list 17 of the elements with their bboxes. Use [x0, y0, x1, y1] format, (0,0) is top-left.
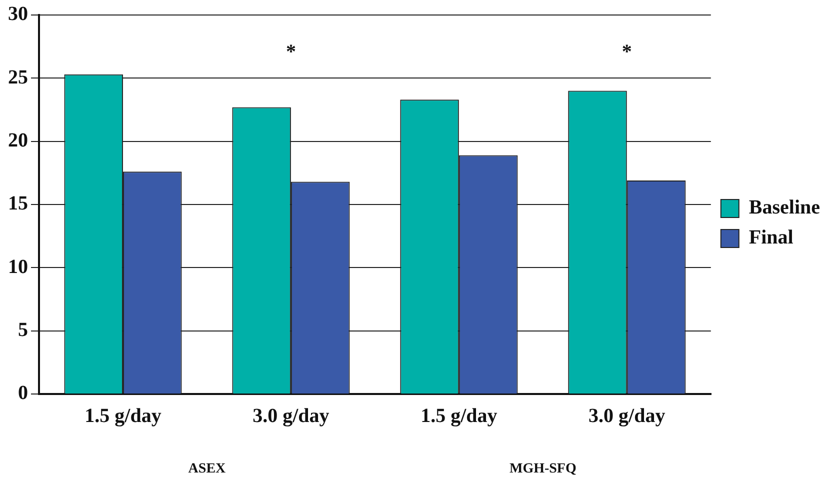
y-tick-label: 25 — [8, 66, 28, 88]
annotation: * — [622, 41, 632, 64]
y-tick-label: 0 — [18, 382, 28, 404]
y-tick-label: 20 — [8, 130, 28, 152]
legend-label: Final — [748, 226, 794, 249]
y-tick-label: 30 — [8, 3, 28, 26]
y-tick-label: 10 — [8, 256, 28, 278]
y-tick-label: 5 — [18, 319, 28, 342]
x-tick-label: 3.0 g/day — [588, 405, 666, 428]
text: MGH-SFQ — [509, 462, 576, 477]
y-tick-label: 15 — [8, 192, 28, 215]
x-tick-label: 1.5 g/day — [420, 405, 498, 428]
text: ASEX — [188, 462, 226, 477]
annotation: * — [286, 41, 296, 64]
x-tick-label: 3.0 g/day — [252, 405, 330, 428]
legend-label: Baseline — [748, 196, 820, 219]
x-tick-label: 1.5 g/day — [84, 405, 162, 428]
